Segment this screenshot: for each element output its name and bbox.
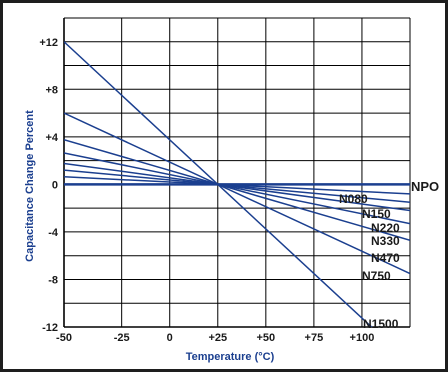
x-tick-label: 0: [167, 332, 173, 344]
series-label-n470: N470: [371, 251, 400, 265]
x-tick-label: -25: [114, 332, 130, 344]
series-line-n470: [64, 138, 410, 241]
x-tick-label: +25: [208, 332, 227, 344]
x-tick-labels: -50 -25 0 +25 +50 +75 +100: [56, 332, 374, 344]
series-line-n750: [64, 112, 410, 275]
series-line-n1500: [64, 41, 373, 327]
y-tick-label: 0: [52, 179, 58, 191]
y-tick-label: -8: [48, 274, 58, 286]
series-label-n1500: N1500: [363, 317, 399, 331]
x-tick-label: +50: [256, 332, 275, 344]
series-label-n220: N220: [371, 221, 400, 235]
series-line-n330: [64, 152, 410, 225]
y-tick-label: -4: [48, 227, 59, 239]
plot-area: [64, 18, 410, 327]
x-tick-label: +75: [305, 332, 324, 344]
gridlines: [63, 17, 411, 328]
y-axis-title: Capacitance Change Percent: [24, 110, 36, 262]
y-tick-label: +12: [39, 37, 58, 49]
series-line-n150: [64, 169, 410, 203]
y-tick-labels: +12 +8 +4 0 -4 -8 -12: [39, 37, 59, 334]
series-label-n150: N150: [362, 207, 391, 221]
series-label-n330: N330: [371, 234, 400, 248]
series-line-n220: [64, 162, 410, 212]
series-lines: [64, 41, 410, 327]
series-label-n080: N080: [339, 192, 368, 206]
y-tick-label: +4: [45, 132, 58, 144]
series-label-n750: N750: [362, 269, 391, 283]
series-line-n080: [64, 176, 410, 195]
series-label-npo: NPO: [411, 179, 439, 194]
y-tick-label: +8: [45, 84, 58, 96]
x-axis-title: Temperature (°C): [186, 351, 275, 363]
y-tick-label: -12: [42, 322, 58, 334]
x-tick-label: +100: [350, 332, 375, 344]
x-tick-label: -50: [56, 332, 72, 344]
